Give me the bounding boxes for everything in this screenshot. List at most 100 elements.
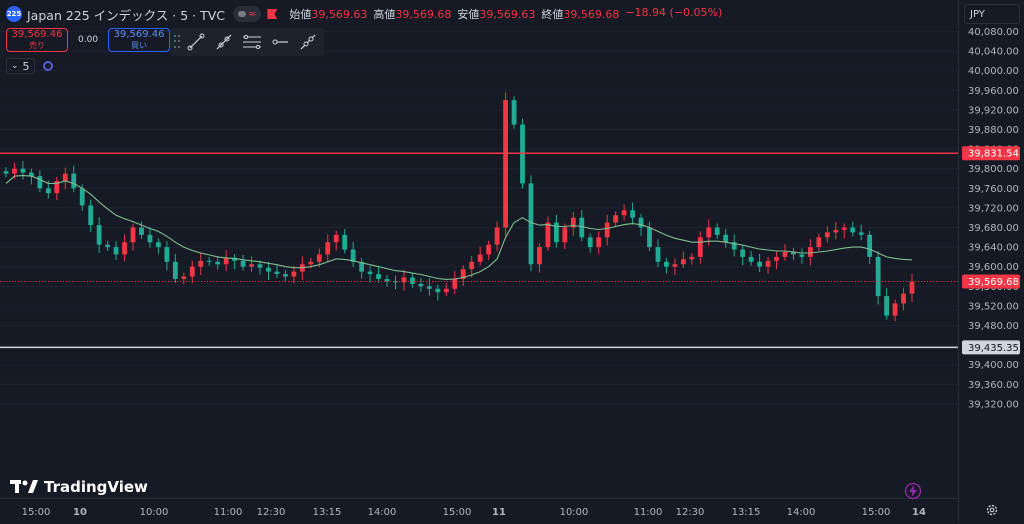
candle-body	[62, 173, 68, 181]
buy-price: 39,569.46	[113, 29, 165, 40]
horizontal-ray-icon[interactable]	[268, 31, 292, 53]
candle-body	[909, 281, 915, 294]
candle-body	[630, 210, 635, 218]
candle-body	[731, 242, 737, 250]
candle-body	[553, 222, 559, 243]
candle-body	[697, 237, 703, 257]
candle-body	[503, 100, 508, 228]
candle-body	[765, 260, 771, 267]
candle-body	[3, 171, 9, 174]
candle-body	[723, 234, 729, 243]
drag-handle-icon[interactable]	[174, 35, 180, 49]
candle-body	[469, 261, 475, 270]
candle-body	[359, 261, 365, 272]
sell-price: 39,569.46	[11, 29, 63, 40]
lightning-icon[interactable]	[904, 482, 922, 500]
candle-body	[291, 271, 297, 277]
candle-body	[901, 293, 906, 304]
parallel-channel-icon[interactable]	[240, 31, 264, 53]
trend-line-icon[interactable]	[184, 31, 208, 53]
candle-body	[706, 227, 712, 238]
candle-body	[198, 260, 204, 267]
candle-body	[215, 261, 221, 265]
candle-body	[833, 229, 839, 233]
candle-body	[435, 288, 441, 293]
candle-body	[96, 225, 102, 245]
candle-body	[257, 264, 263, 268]
open-value: 39,569.63	[311, 8, 368, 21]
price-axis[interactable]	[958, 0, 1024, 523]
candle-body	[426, 286, 432, 289]
candle-body	[562, 227, 568, 243]
spread-value: 0.00	[78, 35, 99, 45]
candle-body	[672, 264, 678, 267]
gear-icon[interactable]	[985, 503, 999, 517]
candle-body	[232, 257, 238, 261]
candle-body	[164, 247, 170, 262]
candle-body	[892, 303, 898, 316]
candle-body	[393, 281, 398, 283]
flag-icon[interactable]	[267, 9, 278, 19]
candle-body	[452, 278, 458, 289]
buy-label: 買い	[131, 41, 148, 50]
candle-body	[613, 215, 619, 223]
time-axis[interactable]	[0, 498, 958, 524]
candle-body	[647, 227, 652, 248]
buy-button[interactable]: 39,569.46 買い	[108, 28, 171, 52]
candle-body	[867, 234, 873, 257]
ray-icon[interactable]	[212, 31, 236, 53]
candle-body	[376, 274, 381, 279]
candle-body	[858, 232, 864, 235]
extended-line-icon[interactable]	[296, 31, 320, 53]
sell-label: 売り	[29, 41, 45, 50]
candle-body	[240, 260, 246, 267]
candle-body	[367, 271, 373, 275]
high-label: 高値	[373, 8, 396, 21]
candle-body	[782, 252, 788, 257]
tradingview-logo[interactable]: TradingView	[10, 478, 148, 496]
candle-body	[139, 227, 144, 235]
candle-body	[774, 256, 779, 261]
candle-body	[147, 234, 153, 243]
indicator-loading-icon	[42, 61, 53, 71]
candle-body	[604, 222, 610, 238]
symbol-title[interactable]: Japan 225 インデックス · 5 · TVC	[27, 7, 226, 23]
candle-body	[791, 252, 796, 255]
brand-name: TradingView	[44, 478, 148, 496]
candle-body	[545, 222, 551, 248]
chart-header: 225 Japan 225 インデックス · 5 · TVC ≈ 始値39,56…	[0, 0, 722, 28]
candle-body	[181, 276, 187, 279]
candle-body	[122, 242, 127, 255]
candle-body	[130, 227, 136, 243]
plot-background	[0, 0, 958, 498]
candle-body	[223, 257, 229, 265]
candle-body	[113, 247, 119, 255]
candle-body	[333, 234, 339, 243]
candle-body	[29, 172, 34, 177]
candle-body	[71, 173, 77, 189]
symbol-logo: 225	[6, 6, 22, 22]
candle-body	[37, 176, 43, 189]
interval-toggle[interactable]: ⌄ 5	[6, 58, 35, 74]
candle-body	[807, 247, 813, 257]
candle-body	[206, 260, 212, 262]
candle-body	[20, 168, 26, 173]
candle-body	[638, 217, 644, 228]
candle-body	[799, 254, 805, 257]
drawing-toolbar	[170, 28, 324, 56]
candle-body	[350, 249, 356, 262]
candle-body	[664, 261, 669, 267]
candle-body	[596, 237, 602, 248]
candle-body	[460, 269, 466, 279]
high-value: 39,569.68	[395, 8, 452, 21]
currency-select[interactable]: JPY	[964, 4, 1020, 24]
candle-body	[401, 277, 407, 283]
market-status[interactable]: ≈	[233, 6, 262, 22]
candles	[3, 92, 915, 322]
sell-button[interactable]: 39,569.46 売り	[6, 28, 68, 52]
candle-body	[342, 234, 348, 250]
candle-body	[757, 261, 762, 267]
candle-body	[384, 278, 390, 282]
candle-body	[316, 254, 322, 262]
